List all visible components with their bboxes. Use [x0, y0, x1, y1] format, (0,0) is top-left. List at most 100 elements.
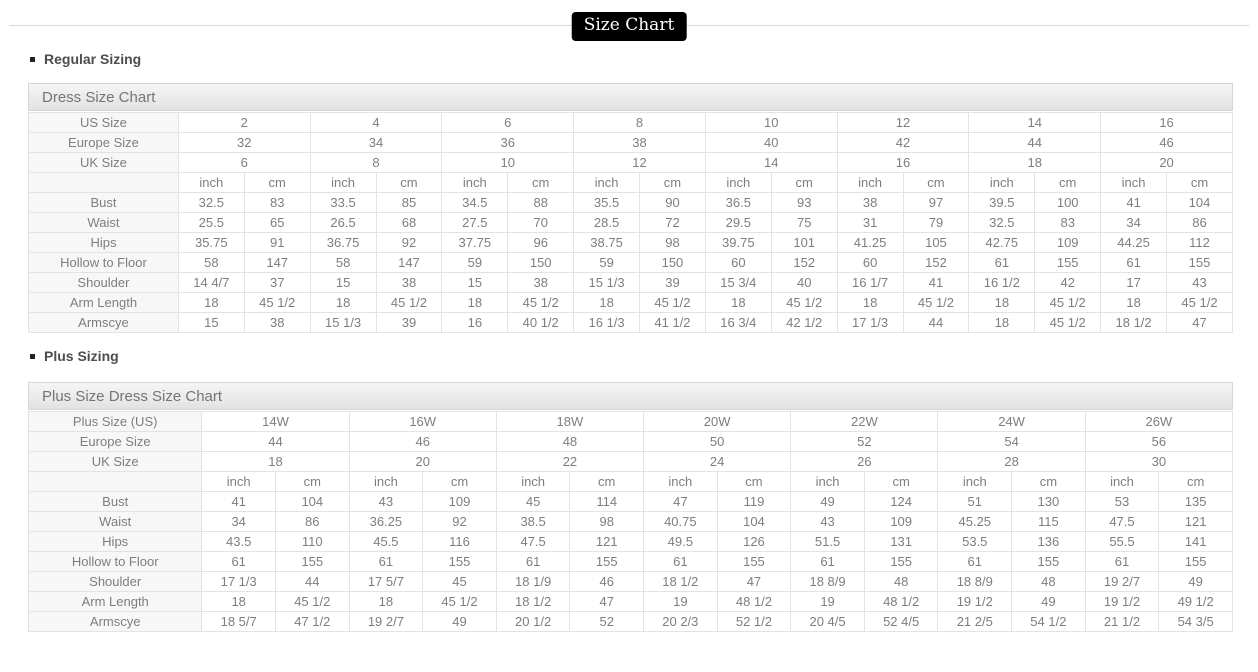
value-cell: 18 — [201, 591, 276, 612]
value-cell: 121 — [569, 531, 645, 552]
value-cell: 47 1/2 — [274, 611, 350, 632]
row-label: Hollow to Floor — [27, 551, 203, 572]
value-cell: 45 1/2 — [1034, 312, 1102, 333]
value-cell: 28.5 — [573, 212, 641, 233]
value-cell: 43 — [348, 491, 424, 512]
value-cell: 18 — [309, 292, 377, 313]
value-cell: 112 — [1166, 232, 1233, 253]
unit-cell: cm — [1166, 172, 1233, 193]
value-cell: 136 — [1011, 531, 1086, 552]
value-cell: 18 — [968, 312, 1036, 333]
value-cell: 53 — [1084, 491, 1160, 512]
dress-size-chart-table: US Size 2 4 6 8 10 12 14 16 Europe Size 32 34 36 38 40… — [28, 112, 1233, 333]
value-cell: 135 — [1158, 491, 1233, 512]
size-value-cell: 14W — [201, 411, 350, 432]
row-label — [28, 172, 179, 193]
value-cell: 36.75 — [309, 232, 377, 253]
value-cell: 147 — [243, 252, 311, 273]
value-cell: 18 — [836, 292, 904, 313]
size-value-cell: 12 — [836, 112, 970, 133]
value-cell: 92 — [375, 232, 443, 253]
value-cell: 61 — [1084, 551, 1160, 572]
value-cell: 47 — [569, 591, 645, 612]
value-cell: 15 — [441, 272, 509, 293]
unit-cell: inch — [1084, 471, 1160, 492]
value-cell: 29.5 — [704, 212, 772, 233]
value-cell: 40 — [770, 272, 838, 293]
value-cell: 53.5 — [937, 531, 1013, 552]
value-cell: 109 — [422, 491, 497, 512]
value-cell: 45 1/2 — [902, 292, 970, 313]
size-value-cell: 44 — [968, 132, 1102, 153]
row-label: Europe Size — [28, 132, 179, 153]
value-cell: 44.25 — [1100, 232, 1168, 253]
value-cell: 43.5 — [201, 531, 276, 552]
size-value-cell: 36 — [441, 132, 575, 153]
value-cell: 59 — [441, 252, 509, 273]
value-cell: 38.5 — [495, 511, 571, 532]
size-value-cell: 24 — [643, 451, 792, 472]
value-cell: 20 4/5 — [790, 611, 865, 632]
size-value-cell: 46 — [348, 431, 497, 452]
value-cell: 18 1/2 — [495, 591, 571, 612]
value-cell: 33.5 — [309, 192, 377, 213]
measurement-row: Arm Length 18 45 1/2 18 45 1/2 18 45 1/2 18 45 1… — [28, 292, 1233, 313]
value-cell: 15 1/3 — [573, 272, 641, 293]
value-cell: 104 — [274, 491, 350, 512]
value-cell: 90 — [639, 192, 706, 213]
row-label: Plus Size (US) — [27, 411, 203, 432]
value-cell: 17 1/3 — [201, 571, 276, 592]
value-cell: 40.75 — [643, 511, 718, 532]
value-cell: 104 — [1166, 192, 1233, 213]
value-cell: 17 5/7 — [348, 571, 424, 592]
size-header-row: UK Size 18 20 22 24 26 28 30 — [27, 451, 1234, 472]
value-cell: 147 — [375, 252, 443, 273]
size-value-cell: 16W — [348, 411, 497, 432]
unit-cell: cm — [274, 471, 350, 492]
size-value-cell: 54 — [937, 431, 1086, 452]
value-cell: 15 1/3 — [309, 312, 377, 333]
value-cell: 19 2/7 — [1084, 571, 1160, 592]
size-value-cell: 6 — [441, 112, 575, 133]
value-cell: 155 — [1158, 551, 1233, 572]
value-cell: 21 1/2 — [1084, 611, 1160, 632]
value-cell: 121 — [1158, 511, 1233, 532]
value-cell: 150 — [639, 252, 706, 273]
unit-cell: inch — [643, 471, 718, 492]
section-heading-label: Plus Sizing — [44, 348, 119, 364]
value-cell: 72 — [639, 212, 706, 233]
unit-cell: inch — [348, 471, 424, 492]
size-value-cell: 6 — [177, 152, 311, 173]
unit-cell: cm — [422, 471, 497, 492]
value-cell: 114 — [569, 491, 645, 512]
value-cell: 109 — [863, 511, 939, 532]
row-label — [27, 471, 203, 492]
size-value-cell: 42 — [836, 132, 970, 153]
measurement-row: Hips 35.75 91 36.75 92 37.75 96 38.75 98 39.75 101… — [28, 232, 1233, 253]
value-cell: 48 1/2 — [716, 591, 792, 612]
value-cell: 116 — [422, 531, 497, 552]
size-header-row: Europe Size 44 46 48 50 52 54 56 — [27, 431, 1234, 452]
value-cell: 45 — [495, 491, 571, 512]
value-cell: 19 1/2 — [937, 591, 1013, 612]
square-bullet-icon — [30, 56, 35, 62]
value-cell: 101 — [770, 232, 838, 253]
value-cell: 98 — [569, 511, 645, 532]
size-value-cell: 46 — [1100, 132, 1233, 153]
value-cell: 86 — [1166, 212, 1233, 233]
size-value-cell: 18W — [495, 411, 645, 432]
size-value-cell: 20 — [1100, 152, 1233, 173]
unit-cell: cm — [1034, 172, 1102, 193]
value-cell: 141 — [1158, 531, 1233, 552]
unit-cell: cm — [1011, 471, 1086, 492]
unit-cell: inch — [704, 172, 772, 193]
value-cell: 45 1/2 — [770, 292, 838, 313]
value-cell: 49.5 — [643, 531, 718, 552]
plus-sizing-section: Plus Sizing Plus Size Dress Size Chart P… — [27, 347, 1234, 632]
value-cell: 105 — [902, 232, 970, 253]
value-cell: 47 — [716, 571, 792, 592]
value-cell: 45.25 — [937, 511, 1013, 532]
value-cell: 18 1/9 — [495, 571, 571, 592]
size-value-cell: 10 — [704, 112, 838, 133]
value-cell: 45.5 — [348, 531, 424, 552]
